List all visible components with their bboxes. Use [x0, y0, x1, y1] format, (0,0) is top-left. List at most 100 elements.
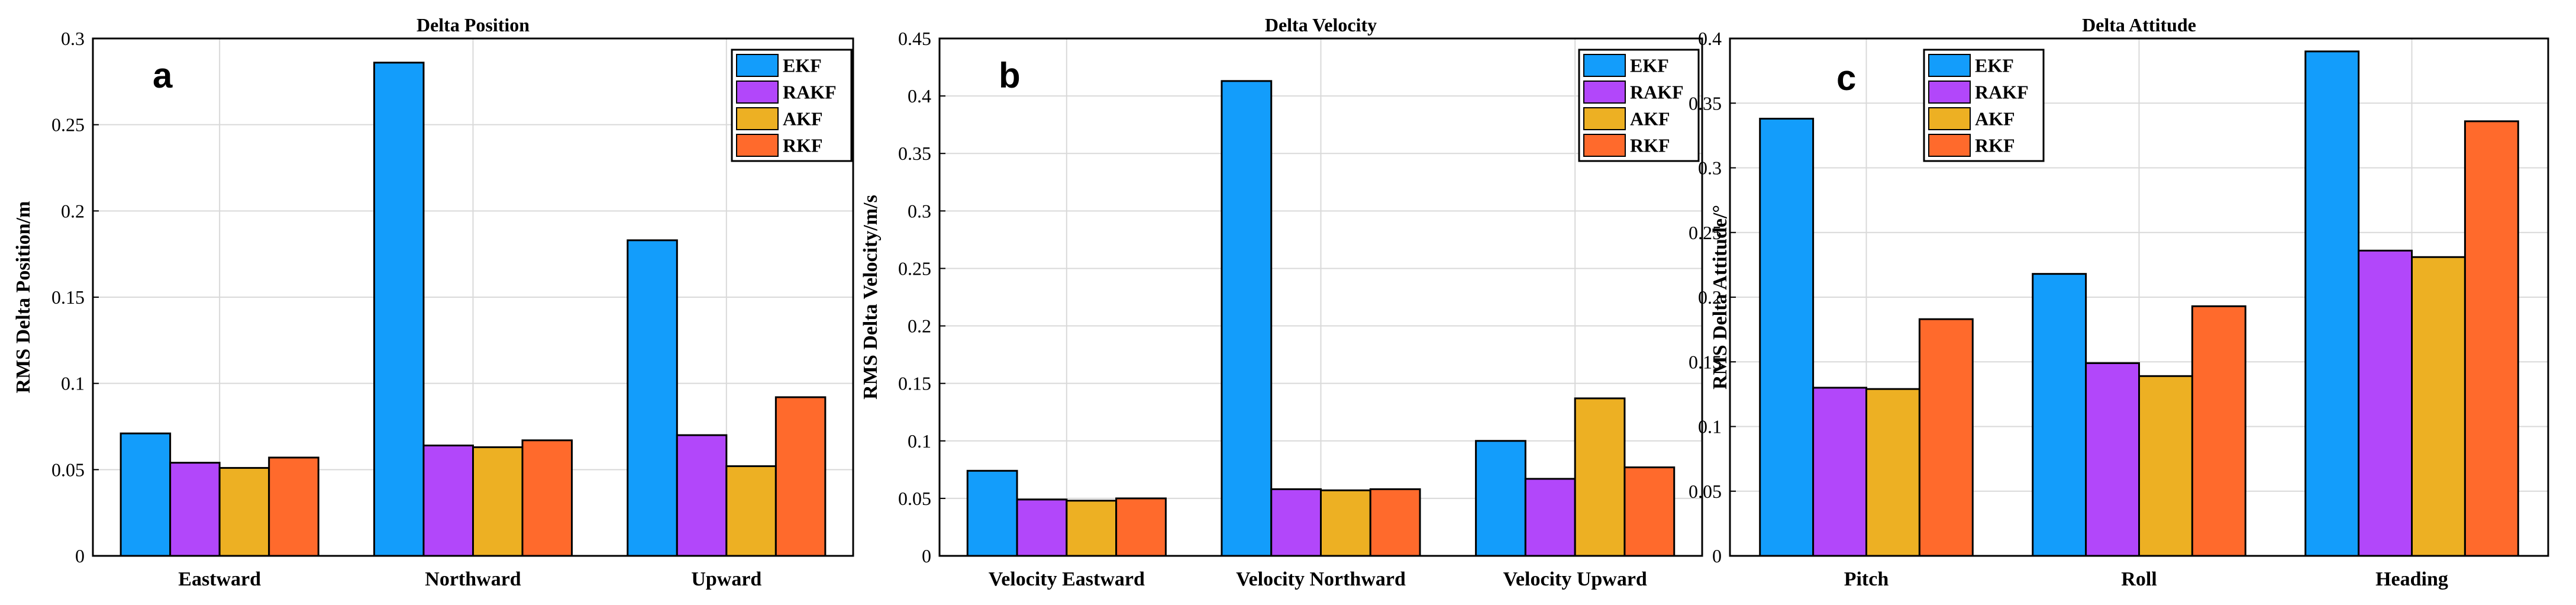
legend-swatch-rakf [1583, 81, 1626, 104]
bar-akf-pitch [1865, 388, 1920, 557]
bar-rkf-roll [2191, 305, 2246, 557]
ytick-label: 0.3 [1698, 157, 1722, 179]
legend-swatch-akf [1928, 107, 1971, 130]
ytick-label: 0 [1712, 545, 1722, 567]
bar-rkf-heading [2464, 120, 2519, 557]
ytick-label: 0.2 [908, 316, 931, 337]
legend-label-rakf: RAKF [1630, 82, 1684, 103]
bar-akf-velocity-eastward [1066, 500, 1118, 557]
legend-swatch-akf [736, 107, 779, 130]
bar-rkf-velocity-northward [1369, 488, 1421, 557]
bar-akf-eastward [218, 466, 270, 557]
legend-label-rkf: RKF [1975, 135, 2015, 156]
ytick-label: 0 [75, 545, 85, 567]
xtick-label: Upward [691, 568, 761, 590]
legend-label-akf: AKF [783, 108, 823, 130]
bar-rakf-pitch [1812, 387, 1867, 557]
legend-swatch-akf [1583, 107, 1626, 130]
ytick-label: 0.2 [61, 200, 85, 221]
bar-akf-velocity-northward [1320, 489, 1371, 557]
ytick-label: 0.15 [51, 287, 85, 308]
ytick-label: 0.15 [1689, 351, 1722, 372]
xtick-label: Roll [2121, 568, 2157, 590]
bar-rkf-velocity-eastward [1115, 497, 1167, 557]
bar-ekf-velocity-eastward [966, 469, 1018, 557]
xtick-label: Eastward [178, 568, 261, 590]
chart-title: Delta Position [417, 14, 530, 36]
bar-akf-upward [725, 465, 777, 557]
panel-letter: c [1836, 58, 1856, 98]
y-axis-label: RMS Delta Attitude/° [1709, 205, 1731, 390]
ytick-label: 0.25 [1689, 222, 1722, 243]
xtick-label: Velocity Eastward [989, 568, 1145, 590]
panel-b: 0 0.05 0.1 0.15 0.2 0.25 0.3 0.35 0.4 0.45 Velocit… [860, 14, 1703, 590]
bar-ekf-velocity-upward [1475, 440, 1526, 557]
legend-swatch-ekf [1583, 54, 1626, 77]
xtick-label: Velocity Northward [1236, 568, 1406, 590]
ytick-label: 0.1 [908, 430, 931, 452]
ytick-label: 0.25 [51, 114, 85, 136]
bar-rakf-roll [2085, 362, 2140, 557]
bar-ekf-roll [2032, 273, 2087, 557]
ytick-label: 0.4 [1698, 28, 1722, 49]
bar-rakf-velocity-upward [1524, 478, 1576, 557]
bar-rakf-eastward [169, 462, 221, 557]
axes-frame [938, 37, 1703, 557]
ytick-label: 0.45 [898, 28, 931, 49]
ytick-label: 0.2 [1698, 287, 1722, 308]
bar-akf-northward [472, 446, 524, 557]
bar-rakf-upward [676, 434, 728, 557]
bar-akf-roll [2138, 375, 2193, 557]
bar-rakf-velocity-northward [1270, 488, 1322, 557]
panel-letter: a [153, 56, 173, 95]
legend-label-rkf: RKF [783, 135, 823, 156]
legend-label-rakf: RAKF [1975, 82, 2029, 103]
ytick-label: 0 [922, 545, 931, 567]
ytick-label: 0.15 [898, 373, 931, 394]
panel-c: 0 0.05 0.1 0.15 0.2 0.25 0.3 0.35 0.4 Pitch Roll He… [1689, 14, 2549, 590]
chart-title: Delta Attitude [2082, 14, 2196, 36]
bar-rkf-northward [521, 439, 573, 557]
axes-frame [92, 37, 854, 557]
bar-ekf-velocity-northward [1221, 80, 1273, 557]
legend-label-rakf: RAKF [783, 82, 837, 103]
axes-frame [1729, 37, 2549, 557]
bar-rkf-eastward [268, 456, 319, 557]
xtick-label: Northward [425, 568, 521, 590]
ytick-label: 0.05 [898, 488, 931, 509]
bar-ekf-northward [373, 62, 425, 557]
legend-swatch-rkf [736, 134, 779, 157]
bar-ekf-pitch [1759, 117, 1815, 557]
legend: EKF RAKF AKF RKF [1578, 49, 1700, 162]
bar-rkf-pitch [1918, 318, 1974, 557]
bar-ekf-heading [2304, 50, 2360, 557]
legend: EKF RAKF AKF RKF [1923, 49, 2045, 162]
chart-title: Delta Velocity [1265, 14, 1377, 36]
ytick-label: 0.05 [1689, 481, 1722, 502]
bar-ekf-eastward [120, 432, 172, 557]
bar-akf-heading [2411, 256, 2466, 557]
ytick-label: 0.35 [1689, 92, 1722, 114]
legend: EKF RAKF AKF RKF [731, 49, 853, 162]
legend-swatch-rkf [1928, 134, 1971, 157]
y-axis-label: RMS Delta Position/m [12, 201, 34, 394]
legend-swatch-rakf [736, 81, 779, 104]
panel-letter: b [999, 56, 1021, 95]
bar-rakf-heading [2358, 249, 2413, 557]
xtick-label: Velocity Upward [1503, 568, 1647, 590]
legend-label-ekf: EKF [1975, 55, 2014, 76]
ytick-label: 0.3 [908, 200, 931, 221]
legend-label-rkf: RKF [1630, 135, 1670, 156]
xtick-label: Heading [2375, 568, 2448, 590]
legend-swatch-rkf [1583, 134, 1626, 157]
legend-label-akf: AKF [1630, 108, 1670, 130]
ytick-label: 0.4 [908, 85, 931, 107]
bar-rkf-velocity-upward [1623, 466, 1676, 557]
legend-swatch-ekf [736, 54, 779, 77]
legend-label-ekf: EKF [1630, 55, 1669, 76]
legend-swatch-ekf [1928, 54, 1971, 77]
ytick-label: 0.1 [61, 373, 85, 394]
bar-akf-velocity-upward [1574, 397, 1626, 557]
